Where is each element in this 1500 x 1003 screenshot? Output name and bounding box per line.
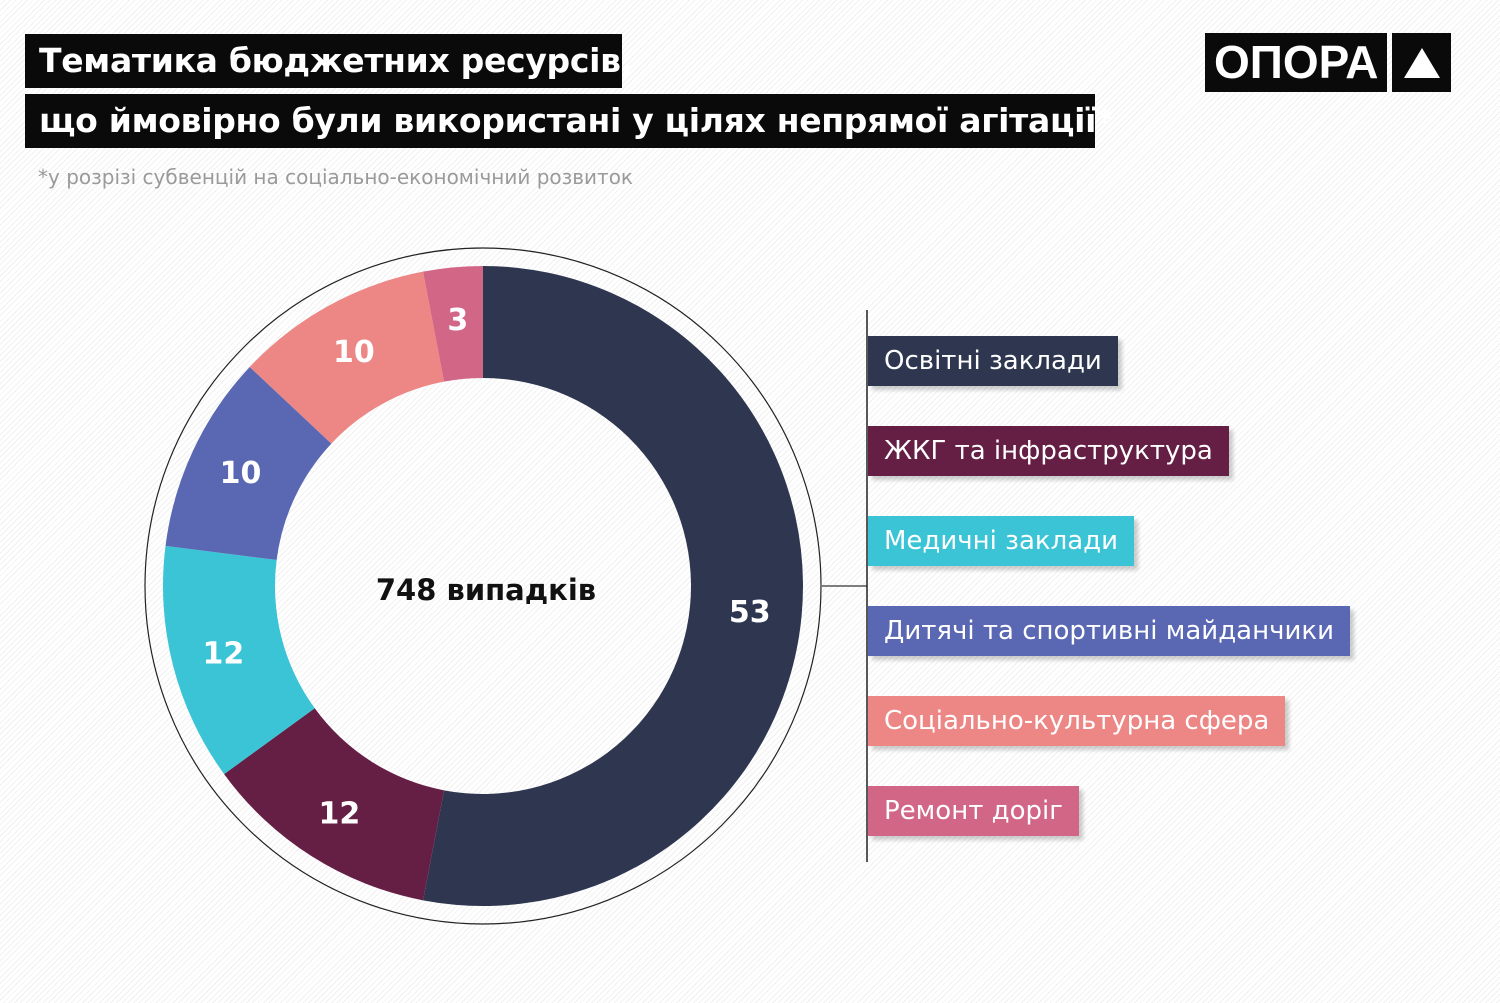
- title-line-2: що ймовірно були використані у цілях неп…: [25, 94, 1113, 148]
- slice-4: [165, 366, 332, 560]
- slice-2: [224, 708, 445, 901]
- legend-item: Освітні заклади: [868, 336, 1118, 386]
- slice-1: [423, 266, 803, 906]
- legend-item: Медичні заклади: [868, 516, 1135, 566]
- legend-item: ЖКГ та інфраструктура: [868, 426, 1229, 476]
- slice-5: [249, 271, 445, 444]
- legend-item: Соціально-культурна сфера: [868, 696, 1286, 746]
- slice-6: [423, 266, 483, 382]
- outer-ring: [144, 247, 822, 925]
- title-line-1: Тематика бюджетних ресурсів,: [25, 34, 633, 88]
- subtitle: *у розрізі субвенцій на соціально-економ…: [38, 165, 634, 189]
- legend-item: Дитячі та спортивні майданчики: [868, 606, 1350, 656]
- opora-logo: ОПОРА: [1205, 33, 1452, 92]
- logo-text: ОПОРА: [1205, 33, 1388, 92]
- slice-value-label: 53: [729, 595, 771, 630]
- triangle-logo-icon: [1392, 33, 1452, 92]
- slice-value-label: 12: [319, 796, 361, 831]
- slice-value-label: 10: [220, 456, 262, 491]
- slice-3: [163, 545, 315, 775]
- legend-item: Ремонт доріг: [868, 786, 1079, 836]
- center-label: 748 випадків: [376, 573, 596, 607]
- slice-value-label: 3: [447, 303, 468, 338]
- slice-value-label: 10: [333, 335, 375, 370]
- slice-value-label: 12: [203, 637, 245, 672]
